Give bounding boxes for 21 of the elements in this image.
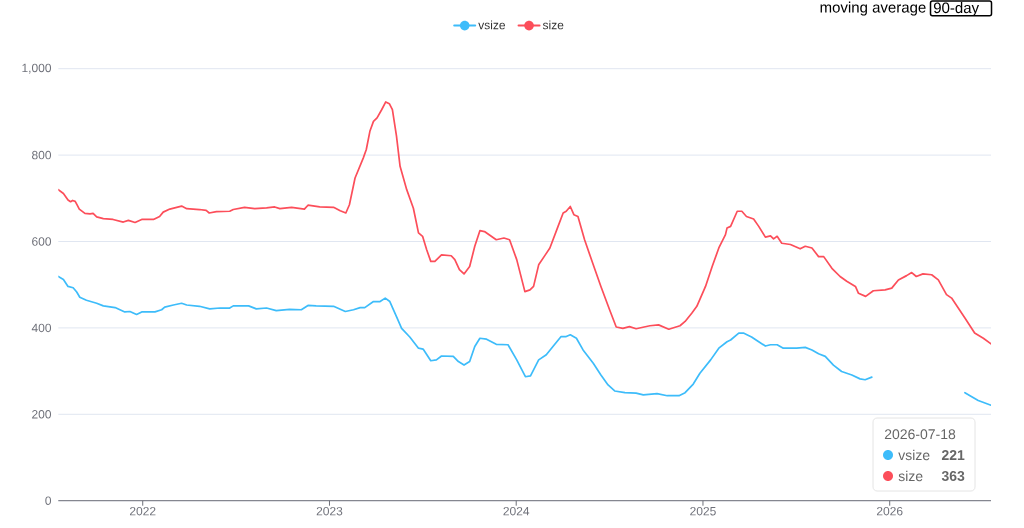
legend-label: size xyxy=(542,20,564,30)
y-tick-label: 1,000 xyxy=(22,63,52,74)
x-tick-label: 2026 xyxy=(876,506,903,516)
x-tick-label: 2025 xyxy=(690,506,716,516)
annotation: 2026-07-18 xyxy=(884,429,956,440)
y-tick-label: 600 xyxy=(32,237,52,246)
x-tick-label: 2024 xyxy=(503,506,530,516)
text: size xyxy=(898,470,923,482)
text: vsize xyxy=(478,20,506,30)
legend-label: vsize xyxy=(898,449,930,461)
y-tick-label: 800 xyxy=(32,150,52,160)
y-tick-label: 0 xyxy=(45,496,52,505)
annotation: 221 xyxy=(941,450,965,460)
y-tick-label: 200 xyxy=(32,410,52,419)
annotation: 363 xyxy=(941,471,965,481)
x-tick-label: 2022 xyxy=(129,506,156,516)
line-series xyxy=(58,101,992,345)
y-tick-label: 400 xyxy=(31,323,52,333)
text: 90-day xyxy=(933,2,980,17)
text: moving average xyxy=(820,1,926,16)
x-tick-label: 2023 xyxy=(316,506,343,516)
